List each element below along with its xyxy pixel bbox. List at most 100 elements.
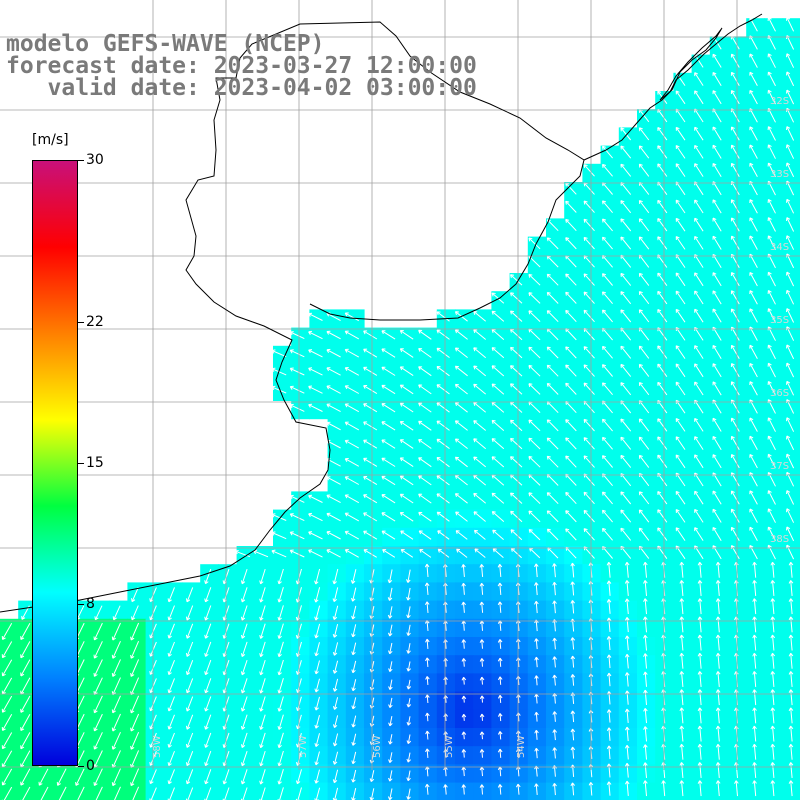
wind-arrow	[204, 714, 212, 730]
wind-arrow	[583, 164, 595, 177]
wind-arrow	[552, 711, 557, 722]
colorbar-tick-mark	[78, 766, 84, 767]
wind-arrow	[510, 383, 523, 395]
wind-arrow	[749, 344, 758, 360]
wind-arrow	[344, 385, 360, 394]
wind-arrow	[694, 72, 704, 86]
wind-arrow	[308, 330, 323, 340]
wind-arrow	[399, 402, 414, 413]
wind-arrow	[788, 725, 794, 742]
wind-arrow	[479, 658, 485, 667]
wind-arrow	[185, 605, 194, 621]
wind-arrow	[132, 786, 140, 800]
wind-arrow	[712, 290, 722, 305]
wind-arrow	[111, 731, 121, 750]
wind-arrow	[436, 438, 450, 450]
wind-arrow	[344, 512, 360, 522]
wind-arrow	[326, 512, 341, 522]
wind-arrow	[786, 380, 795, 396]
wind-arrow	[606, 654, 612, 669]
wind-arrow	[461, 582, 466, 595]
wind-arrow	[712, 363, 722, 378]
wind-arrow	[675, 436, 686, 450]
wind-arrow	[694, 381, 704, 396]
wind-arrow	[204, 750, 212, 767]
wind-arrow	[204, 659, 212, 676]
wind-arrow	[624, 690, 630, 705]
wind-arrow	[314, 660, 320, 675]
wind-arrow	[381, 494, 396, 504]
wind-arrow	[679, 634, 685, 651]
wind-arrow	[167, 696, 175, 712]
wind-arrow	[363, 549, 377, 558]
wind-arrow	[712, 454, 722, 469]
wind-arrow	[546, 419, 559, 432]
wind-arrow	[752, 652, 757, 669]
wind-arrow	[406, 734, 412, 745]
wind-arrow	[752, 634, 757, 651]
wind-arrow	[546, 510, 559, 523]
wind-arrow	[624, 708, 630, 723]
wind-arrow	[675, 90, 686, 105]
wind-arrow	[497, 731, 503, 740]
wind-arrow	[606, 781, 612, 796]
wind-arrow	[130, 713, 140, 732]
wind-arrow	[675, 199, 686, 214]
wind-arrow	[381, 384, 396, 395]
wind-arrow	[491, 438, 505, 450]
wind-arrow	[454, 474, 468, 486]
wind-arrow	[786, 16, 795, 32]
wind-arrow	[606, 672, 612, 687]
wind-arrow	[454, 329, 468, 340]
wind-arrow	[767, 144, 776, 159]
wind-arrow	[369, 770, 375, 783]
wind-arrow	[565, 237, 577, 250]
wind-arrow	[130, 659, 140, 677]
wind-arrow	[111, 713, 121, 732]
wind-arrow	[314, 696, 320, 711]
wind-arrow	[697, 580, 703, 596]
wind-arrow	[715, 580, 721, 596]
wind-arrow	[295, 769, 302, 785]
wind-arrow	[381, 330, 396, 340]
wind-arrow	[515, 783, 521, 795]
wind-arrow	[234, 550, 251, 558]
wind-arrow	[752, 780, 757, 797]
wind-arrow	[552, 581, 557, 596]
wind-arrow	[620, 527, 632, 541]
wind-arrow	[454, 438, 468, 449]
wind-arrow	[454, 383, 468, 395]
wind-arrow	[332, 751, 339, 765]
wind-arrow	[473, 511, 486, 522]
wind-arrow	[277, 641, 284, 658]
wind-arrow	[185, 660, 194, 676]
wind-arrow	[697, 598, 703, 615]
wind-arrow	[588, 781, 594, 796]
wind-arrow	[491, 383, 505, 395]
wind-arrow	[606, 580, 612, 596]
wind-arrow	[552, 563, 557, 578]
wind-arrow	[534, 600, 539, 614]
wind-arrow	[786, 235, 795, 250]
wind-arrow	[461, 695, 467, 703]
wind-arrow	[185, 769, 194, 785]
wind-arrow	[314, 642, 320, 657]
wind-arrow	[406, 788, 411, 800]
wind-arrow	[455, 511, 468, 522]
wind-arrow	[528, 510, 541, 523]
wind-arrow	[749, 126, 758, 141]
wind-arrow	[657, 436, 668, 450]
wind-arrow	[479, 749, 485, 758]
wind-arrow	[602, 527, 613, 541]
wind-arrow	[240, 714, 248, 730]
wind-arrow	[749, 417, 758, 432]
wind-arrow	[749, 308, 758, 323]
wind-arrow	[730, 71, 740, 86]
wind-arrow	[767, 217, 776, 232]
wind-arrow	[715, 671, 721, 687]
wind-arrow	[752, 743, 757, 760]
wind-arrow	[752, 707, 757, 724]
wind-arrow	[767, 344, 776, 360]
wind-arrow	[326, 549, 341, 558]
wind-arrow	[694, 144, 704, 159]
